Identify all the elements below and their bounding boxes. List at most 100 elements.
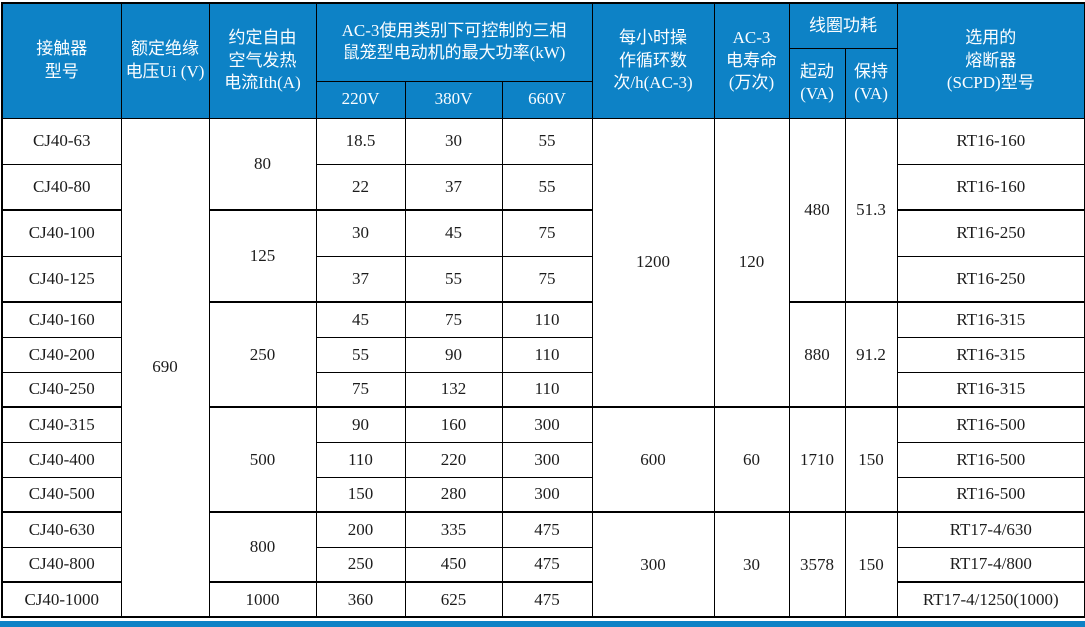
cell-operating-cycles: 300 [591, 511, 715, 618]
cell-model: CJ40-1000 [1, 581, 122, 618]
cell-model: CJ40-80 [1, 163, 122, 211]
cell-coil-start: 480 [788, 117, 846, 303]
cell-model: CJ40-200 [1, 336, 122, 373]
table-row: CJ40-630 800 200 335 475 300 30 3578 150… [1, 511, 1085, 618]
cell-kw660: 475 [501, 581, 593, 618]
table-row: CJ40-125 37 55 75 RT16-250 [1, 255, 1085, 303]
cell-kw220: 75 [315, 371, 406, 408]
cell-kw380: 30 [404, 117, 503, 165]
header-coil-hold: 保持 (VA) [844, 47, 898, 119]
cell-fuse: RT16-315 [896, 301, 1085, 338]
cell-thermal-current: 800 [208, 511, 317, 583]
cell-kw380: 335 [404, 511, 503, 548]
cell-kw660: 75 [501, 209, 593, 257]
cell-electrical-life: 30 [713, 511, 790, 618]
cell-kw220: 150 [315, 476, 406, 513]
table-row: CJ40-100 125 30 45 75 RT16-250 [1, 209, 1085, 303]
table-row: CJ40-800 250 450 475 RT17-4/800 [1, 546, 1085, 583]
table-row: CJ40-500 150 280 300 RT16-500 [1, 476, 1085, 513]
cell-fuse: RT16-315 [896, 371, 1085, 408]
cell-coil-hold: 91.2 [844, 301, 898, 408]
table-body: CJ40-63 690 80 18.5 30 55 1200 120 480 5… [1, 117, 1085, 618]
cell-model: CJ40-160 [1, 301, 122, 338]
table-row: CJ40-160 250 45 75 110 880 91.2 RT16-315 [1, 301, 1085, 408]
cell-model: CJ40-125 [1, 255, 122, 303]
cell-electrical-life: 120 [713, 117, 790, 408]
cell-kw660: 300 [501, 406, 593, 443]
cell-model: CJ40-100 [1, 209, 122, 257]
cell-kw660: 75 [501, 255, 593, 303]
table-row: CJ40-63 690 80 18.5 30 55 1200 120 480 5… [1, 117, 1085, 618]
cell-kw220: 45 [315, 301, 406, 338]
cell-kw660: 300 [501, 476, 593, 513]
cell-kw660: 110 [501, 336, 593, 373]
table-row: CJ40-315 500 90 160 300 600 60 1710 150 … [1, 406, 1085, 513]
cell-kw380: 45 [404, 209, 503, 257]
header-380v: 380V [404, 80, 503, 119]
cell-fuse: RT16-160 [896, 117, 1085, 165]
header-insulation-voltage: 额定绝缘 电压Ui (V) [120, 2, 210, 119]
cell-kw220: 200 [315, 511, 406, 548]
cell-coil-start: 880 [788, 301, 846, 408]
table-row: CJ40-400 110 220 300 RT16-500 [1, 441, 1085, 478]
table-header: 接触器 型号 额定绝缘 电压Ui (V) 约定自由 空气发热 电流Ith(A) … [1, 2, 1085, 119]
cell-kw660: 475 [501, 511, 593, 548]
table-row: CJ40-80 22 37 55 RT16-160 [1, 163, 1085, 211]
bottom-accent-bar [0, 621, 1085, 627]
header-max-power-group: AC-3使用类别下可控制的三相 鼠笼型电动机的最大功率(kW) [315, 2, 593, 82]
cell-insulation-voltage: 690 [120, 117, 210, 618]
cell-fuse: RT16-160 [896, 163, 1085, 211]
header-coil-power-group: 线圈功耗 [788, 2, 898, 49]
cell-kw380: 132 [404, 371, 503, 408]
cell-operating-cycles: 1200 [591, 117, 715, 408]
cell-coil-hold: 51.3 [844, 117, 898, 303]
cell-kw220: 55 [315, 336, 406, 373]
cell-kw660: 110 [501, 301, 593, 338]
cell-kw380: 450 [404, 546, 503, 583]
cell-model: CJ40-800 [1, 546, 122, 583]
header-thermal-current: 约定自由 空气发热 电流Ith(A) [208, 2, 317, 119]
cell-thermal-current: 125 [208, 209, 317, 303]
cell-coil-start: 1710 [788, 406, 846, 513]
cell-model: CJ40-500 [1, 476, 122, 513]
cell-kw660: 55 [501, 117, 593, 165]
cell-kw220: 22 [315, 163, 406, 211]
cell-fuse: RT16-500 [896, 441, 1085, 478]
cell-coil-hold: 150 [844, 406, 898, 513]
cell-kw220: 30 [315, 209, 406, 257]
cell-kw220: 110 [315, 441, 406, 478]
cell-coil-start: 3578 [788, 511, 846, 618]
cell-fuse: RT16-500 [896, 406, 1085, 443]
cell-model: CJ40-63 [1, 117, 122, 165]
cell-model: CJ40-315 [1, 406, 122, 443]
cell-kw220: 360 [315, 581, 406, 618]
cell-operating-cycles: 600 [591, 406, 715, 513]
cell-fuse: RT16-315 [896, 336, 1085, 373]
table-row: CJ40-200 55 90 110 RT16-315 [1, 336, 1085, 373]
header-coil-start: 起动 (VA) [788, 47, 846, 119]
cell-kw220: 90 [315, 406, 406, 443]
cell-kw660: 110 [501, 371, 593, 408]
cell-kw220: 250 [315, 546, 406, 583]
cell-fuse: RT16-500 [896, 476, 1085, 513]
cell-kw380: 75 [404, 301, 503, 338]
header-220v: 220V [315, 80, 406, 119]
cell-coil-hold: 150 [844, 511, 898, 618]
cell-model: CJ40-250 [1, 371, 122, 408]
cell-kw380: 90 [404, 336, 503, 373]
cell-kw380: 55 [404, 255, 503, 303]
header-fuse-model: 选用的 熔断器 (SCPD)型号 [896, 2, 1085, 119]
header-electrical-life: AC-3 电寿命 (万次) [713, 2, 790, 119]
cell-thermal-current: 250 [208, 301, 317, 408]
cell-kw660: 475 [501, 546, 593, 583]
cell-model: CJ40-400 [1, 441, 122, 478]
cell-kw380: 160 [404, 406, 503, 443]
cell-kw220: 18.5 [315, 117, 406, 165]
cell-kw380: 280 [404, 476, 503, 513]
cell-thermal-current: 80 [208, 117, 317, 211]
header-660v: 660V [501, 80, 593, 119]
header-operating-cycles: 每小时操 作循环数 次/h(AC-3) [591, 2, 715, 119]
cell-model: CJ40-630 [1, 511, 122, 548]
